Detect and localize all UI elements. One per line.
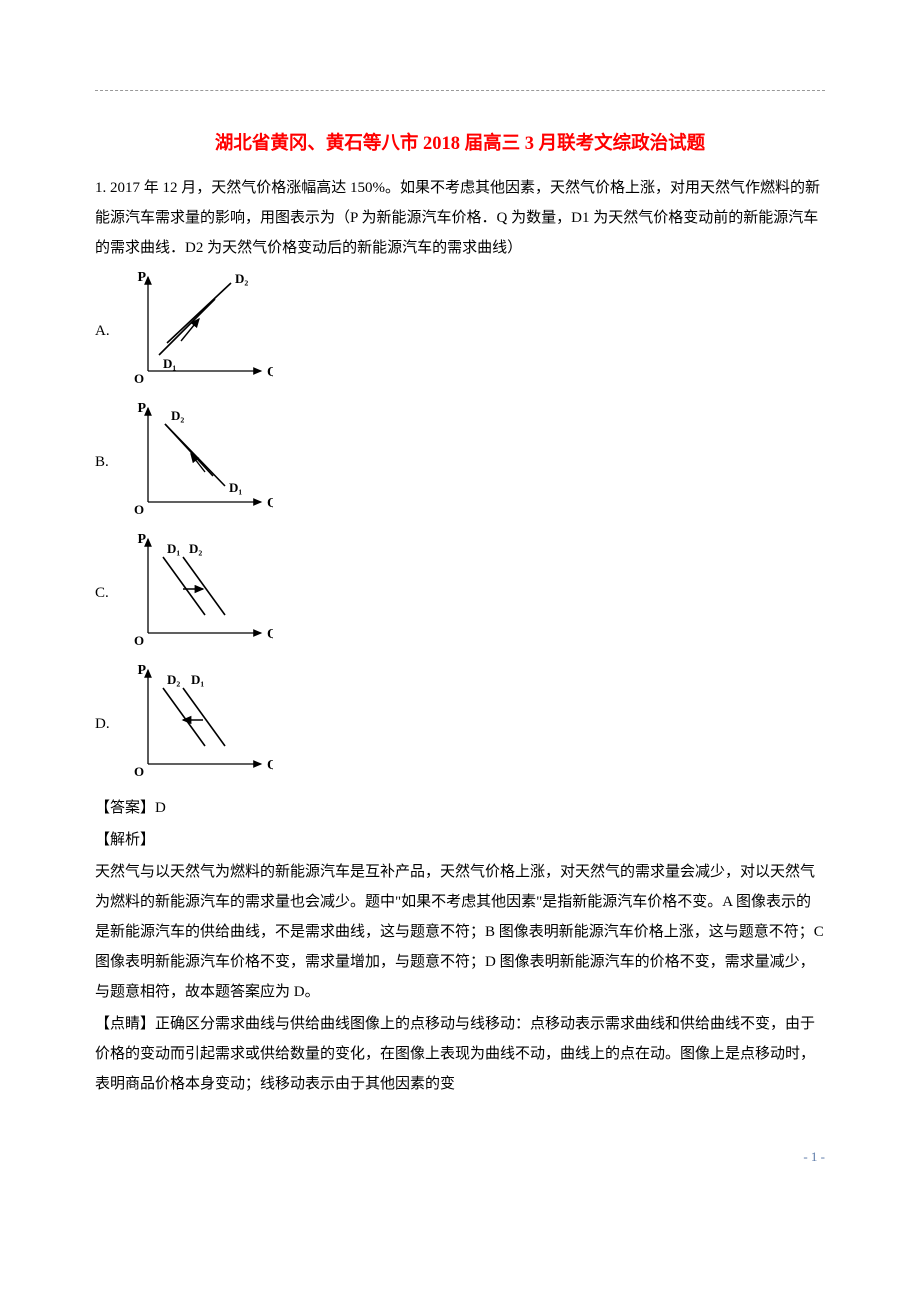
svg-text:Q: Q — [267, 365, 273, 380]
svg-text:D₂: D₂ — [235, 271, 248, 286]
analysis-label: 【解析】 — [95, 825, 825, 855]
svg-text:O: O — [134, 764, 144, 779]
svg-text:P: P — [137, 532, 146, 547]
page-number: - 1 - — [95, 1149, 825, 1165]
option-c-label: C. — [95, 585, 123, 602]
answer-line: 【答案】D — [95, 793, 825, 823]
svg-text:D₁: D₁ — [163, 356, 176, 371]
svg-text:Q: Q — [267, 758, 273, 773]
svg-text:D₂: D₂ — [189, 541, 202, 556]
option-b-row: B. P Q O D₂ D₁ — [95, 400, 825, 525]
svg-text:O: O — [134, 502, 144, 517]
svg-text:Q: Q — [267, 627, 273, 642]
option-d-chart: P Q O D₂ D₁ — [123, 662, 273, 787]
svg-text:P: P — [137, 270, 146, 285]
svg-text:Q: Q — [267, 496, 273, 511]
option-a-label: A. — [95, 323, 123, 340]
analysis-text: 天然气与以天然气为燃料的新能源汽车是互补产品，天然气价格上涨，对天然气的需求量会… — [95, 857, 825, 1007]
option-a-chart: P Q O D₁ D₂ — [123, 269, 273, 394]
top-divider — [95, 90, 825, 91]
svg-text:D₁: D₁ — [191, 672, 204, 687]
option-b-chart: P Q O D₂ D₁ — [123, 400, 273, 525]
tip-text: 【点睛】正确区分需求曲线与供给曲线图像上的点移动与线移动：点移动表示需求曲线和供… — [95, 1009, 825, 1099]
svg-text:D₁: D₁ — [167, 541, 180, 556]
answer-prefix: 【答案】 — [95, 800, 155, 816]
option-d-row: D. P Q O D₂ D₁ — [95, 662, 825, 787]
page-title: 湖北省黄冈、黄石等八市 2018 届高三 3 月联考文综政治试题 — [95, 129, 825, 155]
svg-text:P: P — [137, 663, 146, 678]
answer-value: D — [155, 800, 166, 816]
option-c-row: C. P Q O D₁ D₂ — [95, 531, 825, 656]
question-stem: 1. 2017 年 12 月，天然气价格涨幅高达 150%。如果不考虑其他因素，… — [95, 173, 825, 263]
option-c-chart: P Q O D₁ D₂ — [123, 531, 273, 656]
svg-text:D₂: D₂ — [171, 408, 184, 423]
option-a-row: A. P Q O D₁ D₂ — [95, 269, 825, 394]
svg-text:P: P — [137, 401, 146, 416]
svg-text:O: O — [134, 371, 144, 386]
svg-text:D₁: D₁ — [229, 480, 242, 495]
svg-text:D₂: D₂ — [167, 672, 180, 687]
option-d-label: D. — [95, 716, 123, 733]
option-b-label: B. — [95, 454, 123, 471]
svg-text:O: O — [134, 633, 144, 648]
